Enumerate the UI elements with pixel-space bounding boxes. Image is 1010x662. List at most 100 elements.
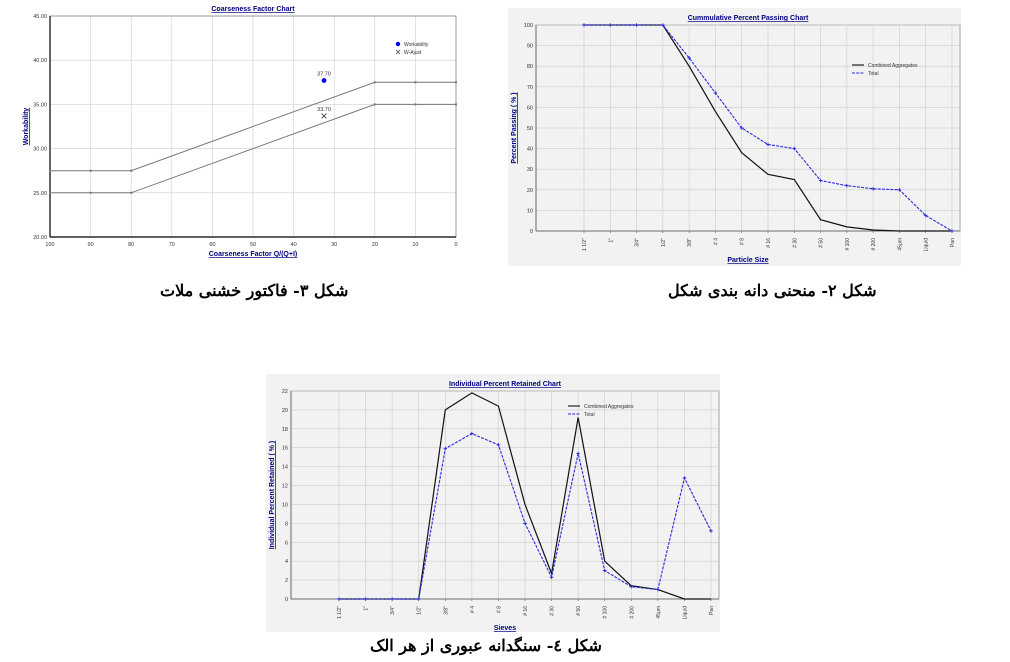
total-series-point: [713, 91, 718, 95]
individual-retained-chart: 0 2 4 6 8 10 12 14 16 18 20 22 1 1/2" 1" 3/4" 1/2" 3/8" #…: [266, 374, 720, 632]
x-tick-label: # 200: [871, 238, 877, 251]
cumulative-passing-chart: 0 10 20 30 40 50 60 70 80 90 100 1 1/2" 1" 3/4" 1/2" 3/…: [508, 8, 961, 266]
total-series-point: [582, 23, 586, 27]
legend-label: Total: [868, 71, 879, 77]
y-tick-label: 50: [527, 126, 533, 132]
y-tick-label: 80: [527, 64, 533, 70]
y-tick-label: 40: [527, 147, 533, 153]
boundary-line-1: [50, 81, 456, 172]
boundary-marker: [373, 103, 376, 106]
x-tick-label: Liquid: [924, 238, 930, 252]
x-tick-label: # 100: [845, 238, 851, 251]
total-series-point: [682, 476, 687, 480]
y-tick-label: 14: [282, 465, 288, 471]
y-tick-label: 30.00: [33, 147, 47, 153]
passing-chart-caption: شکل ۲- منحنی دانه بندی شکل: [668, 281, 877, 300]
total-series-point: [363, 597, 368, 601]
x-tick-label: # 30: [792, 238, 798, 248]
boundary-marker: [373, 81, 376, 84]
boundary-marker: [89, 191, 92, 194]
x-tick-label: # 50: [819, 238, 825, 248]
x-tick-label: 30: [331, 242, 337, 248]
y-tick-label: 0: [285, 597, 288, 603]
x-axis-label: Coarseness Factor Q/(Q+I): [209, 251, 298, 258]
x-tick-label: 50: [250, 242, 256, 248]
retained-chart-caption: شکل ٤- سنگدانه عبوری از هر الک: [370, 636, 602, 655]
x-tick-label: 3/4": [635, 238, 641, 247]
y-tick-label: 40.00: [33, 58, 47, 64]
total-series-point: [470, 431, 474, 436]
y-axis-label: Workability: [23, 108, 30, 146]
y-tick-label: 6: [285, 540, 288, 546]
x-tick-label: # 8: [740, 238, 746, 245]
total-series-point: [766, 142, 770, 147]
y-tick-label: 0: [530, 229, 533, 235]
y-tick-label: 20: [282, 408, 288, 414]
total-series-point: [923, 213, 928, 218]
y-tick-label: 20: [527, 188, 533, 194]
boundary-marker: [455, 81, 457, 84]
point-data-label: 37.70: [317, 72, 331, 78]
x-axis-label: Particle Size: [727, 257, 768, 264]
total-series-point: [792, 146, 797, 151]
legend-w-ajust-label: W-Ajust: [404, 50, 422, 56]
total-series-point: [337, 597, 341, 601]
cumulative-passing-chart-svg: 0 10 20 30 40 50 60 70 80 90 100 1 1/2" 1" 3/4" 1/2" 3/…: [511, 15, 961, 264]
legend-workability-label: Workability: [404, 42, 429, 48]
x-tick-label: # 100: [603, 606, 609, 619]
y-tick-label: 25.00: [33, 191, 47, 197]
x-tick-label: 0: [454, 242, 457, 248]
y-tick-label: 8: [285, 521, 288, 527]
w-ajust-point: [321, 113, 327, 119]
x-tick-label: 70: [169, 242, 175, 248]
boundary-line-2: [50, 103, 456, 194]
y-tick-label: 60: [527, 105, 533, 111]
total-series-point: [897, 188, 902, 192]
boundary-marker: [414, 103, 417, 106]
total-series-point: [818, 178, 823, 183]
y-tick-label: 18: [282, 427, 288, 433]
y-tick-label: 12: [282, 484, 288, 490]
combined-series-line: [339, 392, 711, 600]
legend-label: Combined Aggregates: [584, 404, 634, 410]
legend-label: Combined Aggregates: [868, 63, 918, 69]
plot-area: [290, 390, 720, 600]
x-tick-label: # 16: [523, 606, 529, 616]
total-series-point: [629, 584, 634, 589]
workability-point: [321, 78, 327, 83]
legend-w-ajust-marker: [395, 49, 401, 55]
legend-workability-marker: [395, 41, 401, 47]
individual-retained-chart-svg: 0 2 4 6 8 10 12 14 16 18 20 22 1 1/2" 1" 3/4" 1/2" 3/8" #…: [269, 381, 720, 632]
x-tick-label: 100: [45, 242, 54, 248]
x-tick-label: Pan: [709, 606, 715, 615]
x-tick-label: # 4: [713, 238, 719, 245]
x-tick-label: 1": [608, 238, 614, 243]
x-tick-label: # 16: [766, 238, 772, 248]
x-tick-label: Pan: [950, 238, 956, 247]
x-tick-label: 60: [209, 242, 215, 248]
coarseness-factor-chart: Coarseness Factor Chart 100 90 80 70 60 50 40 30…: [18, 2, 470, 264]
y-tick-label: 20.00: [33, 235, 47, 241]
y-tick-label: 2: [285, 578, 288, 584]
x-tick-label: 80: [128, 242, 134, 248]
x-tick-label: 1 1/2": [337, 606, 343, 619]
y-axis-label: Percent Passing ( % ): [511, 92, 518, 163]
x-tick-label: 3/4": [390, 606, 396, 615]
x-tick-label: # 4: [470, 606, 476, 613]
x-axis-label: Sieves: [494, 625, 516, 632]
total-series-point: [634, 23, 639, 27]
y-axis-label: Individual Percent Retained ( % ): [269, 441, 276, 550]
x-tick-label: 40: [291, 242, 297, 248]
boundary-marker: [89, 169, 92, 172]
y-tick-label: 10: [527, 208, 533, 214]
y-tick-label: 30: [527, 167, 533, 173]
y-tick-label: 100: [524, 23, 533, 29]
x-tick-label: # 30: [550, 606, 556, 616]
y-tick-label: 22: [282, 389, 288, 395]
total-series-point: [709, 529, 713, 533]
boundary-marker: [414, 81, 417, 84]
y-tick-label: 45.00: [33, 14, 47, 20]
x-tick-label: 90: [88, 242, 94, 248]
boundary-marker: [455, 103, 457, 106]
